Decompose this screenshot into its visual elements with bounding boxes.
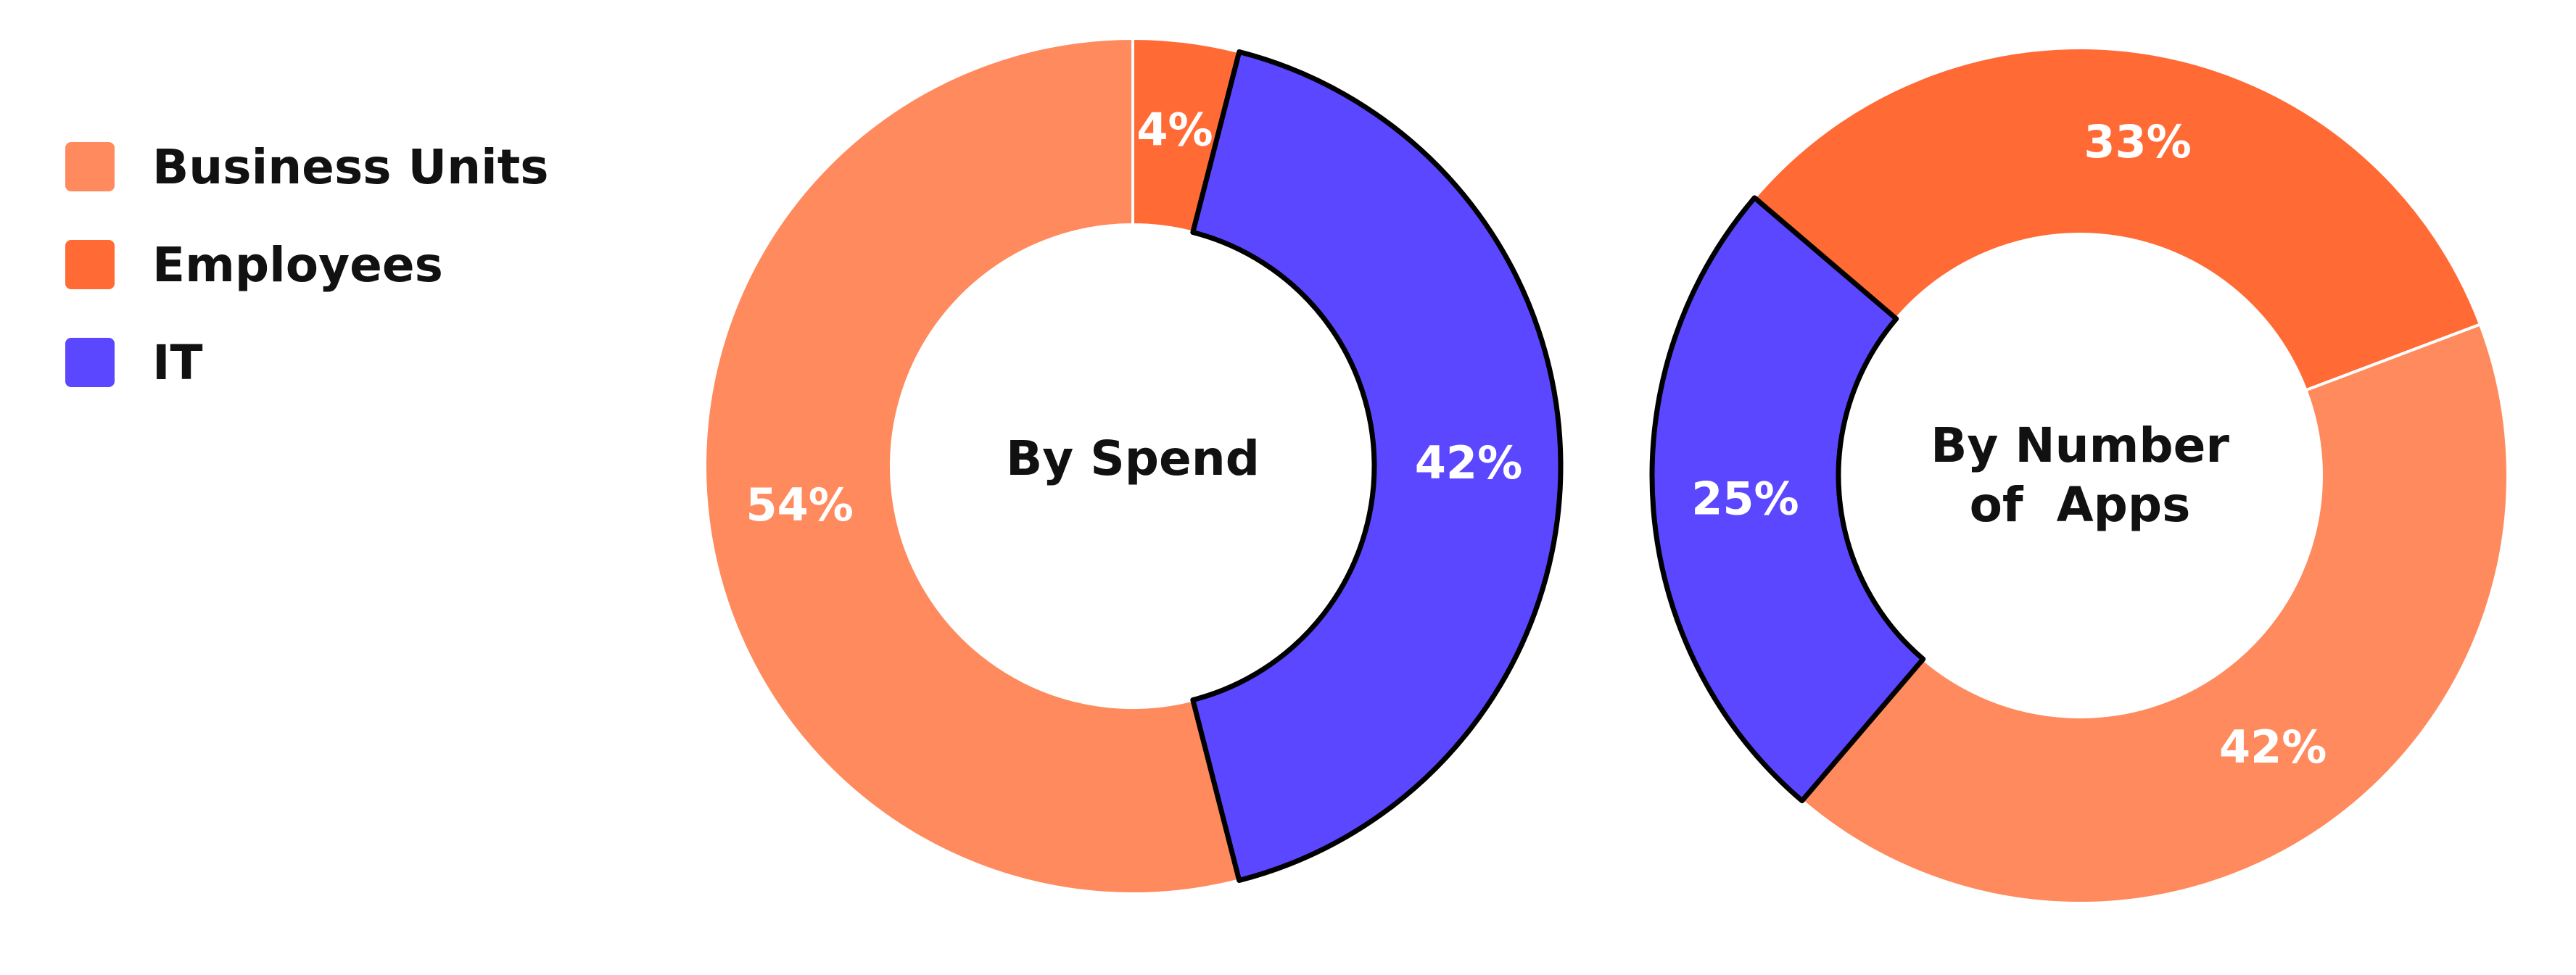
slice-business-units (703, 36, 1242, 895)
legend-item-business-units: Business Units (65, 138, 549, 195)
slice-employees (1752, 46, 2482, 392)
chart-title-by-number-of-apps: By Number of Apps (1931, 418, 2229, 533)
legend-label-business-units: Business Units (152, 138, 549, 195)
slice-business-units (1800, 322, 2509, 905)
slice-label-it: 25% (1691, 472, 1799, 525)
donut-chart-by-number-of-apps: 33% 42% 25% By Number of Apps (1649, 46, 2509, 905)
donut-chart-by-spend: 4% 42% 54% By Spend (703, 36, 1564, 895)
legend-swatch-business-units (65, 142, 115, 191)
chart-title-line: By Number (1931, 418, 2229, 473)
chart-title-by-spend: By Spend (1006, 431, 1260, 486)
slice-it (1649, 195, 1926, 804)
legend-label-employees: Employees (152, 236, 443, 293)
slice-label-employees: 33% (2084, 115, 2191, 168)
legend-label-it: IT (152, 334, 203, 391)
legend-item-it: IT (65, 334, 549, 391)
slice-label-business-units: 42% (2219, 721, 2327, 773)
legend-item-employees: Employees (65, 236, 549, 293)
slice-label-business-units: 54% (746, 478, 853, 531)
slice-label-employees: 4% (1136, 104, 1213, 157)
legend-swatch-employees (65, 240, 115, 289)
legend-swatch-it (65, 338, 115, 387)
slice-label-it: 42% (1415, 436, 1522, 489)
slice-it (1190, 49, 1564, 883)
chart-title-line: of Apps (1970, 477, 2191, 533)
legend: Business Units Employees IT (65, 138, 549, 435)
